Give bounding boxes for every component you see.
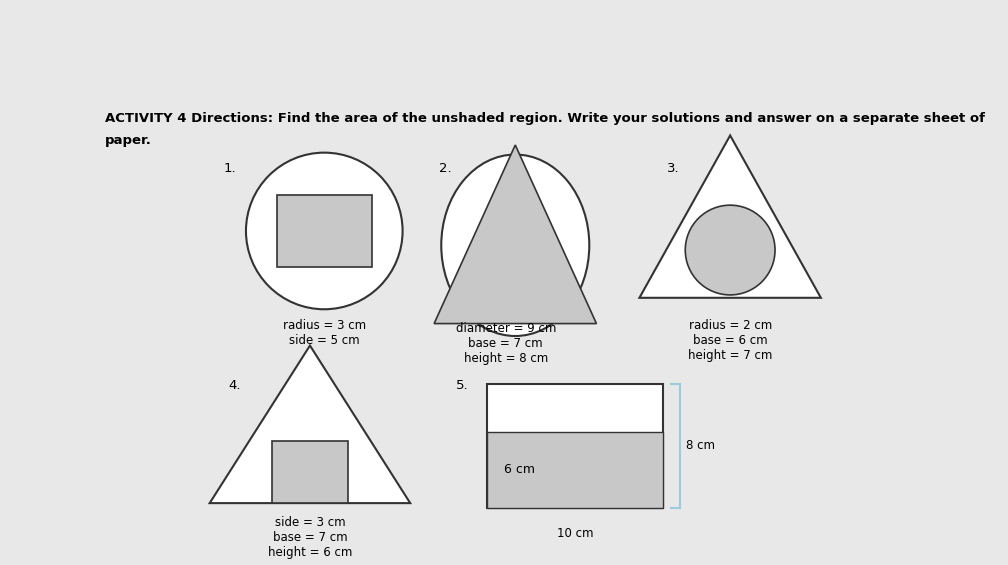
Polygon shape [210, 346, 410, 503]
Text: 5.: 5. [456, 379, 469, 392]
Text: diameter = 9 cm
base = 7 cm
height = 8 cm: diameter = 9 cm base = 7 cm height = 8 c… [456, 321, 555, 364]
Bar [487, 384, 663, 508]
Text: 1.: 1. [224, 162, 237, 175]
Polygon shape [639, 136, 821, 298]
Circle shape [246, 153, 402, 309]
Ellipse shape [442, 155, 590, 336]
Bar [487, 432, 663, 508]
Text: 2.: 2. [438, 162, 452, 175]
Text: paper.: paper. [105, 133, 151, 146]
Text: 6 cm: 6 cm [504, 463, 535, 476]
Text: radius = 2 cm
base = 6 cm
height = 7 cm: radius = 2 cm base = 6 cm height = 7 cm [688, 319, 772, 362]
Text: side = 3 cm
base = 7 cm
height = 6 cm: side = 3 cm base = 7 cm height = 6 cm [268, 515, 352, 559]
Polygon shape [434, 145, 597, 324]
Bar [272, 441, 348, 503]
Text: radius = 3 cm
side = 5 cm: radius = 3 cm side = 5 cm [282, 319, 366, 347]
Circle shape [685, 205, 775, 295]
Text: ACTIVITY 4 Directions: Find the area of the unshaded region. Write your solution: ACTIVITY 4 Directions: Find the area of … [105, 111, 985, 124]
Bar [276, 195, 372, 267]
Text: 3.: 3. [667, 162, 679, 175]
Text: 8 cm: 8 cm [686, 440, 716, 453]
Text: 4.: 4. [229, 379, 241, 392]
Text: 10 cm: 10 cm [556, 527, 594, 540]
